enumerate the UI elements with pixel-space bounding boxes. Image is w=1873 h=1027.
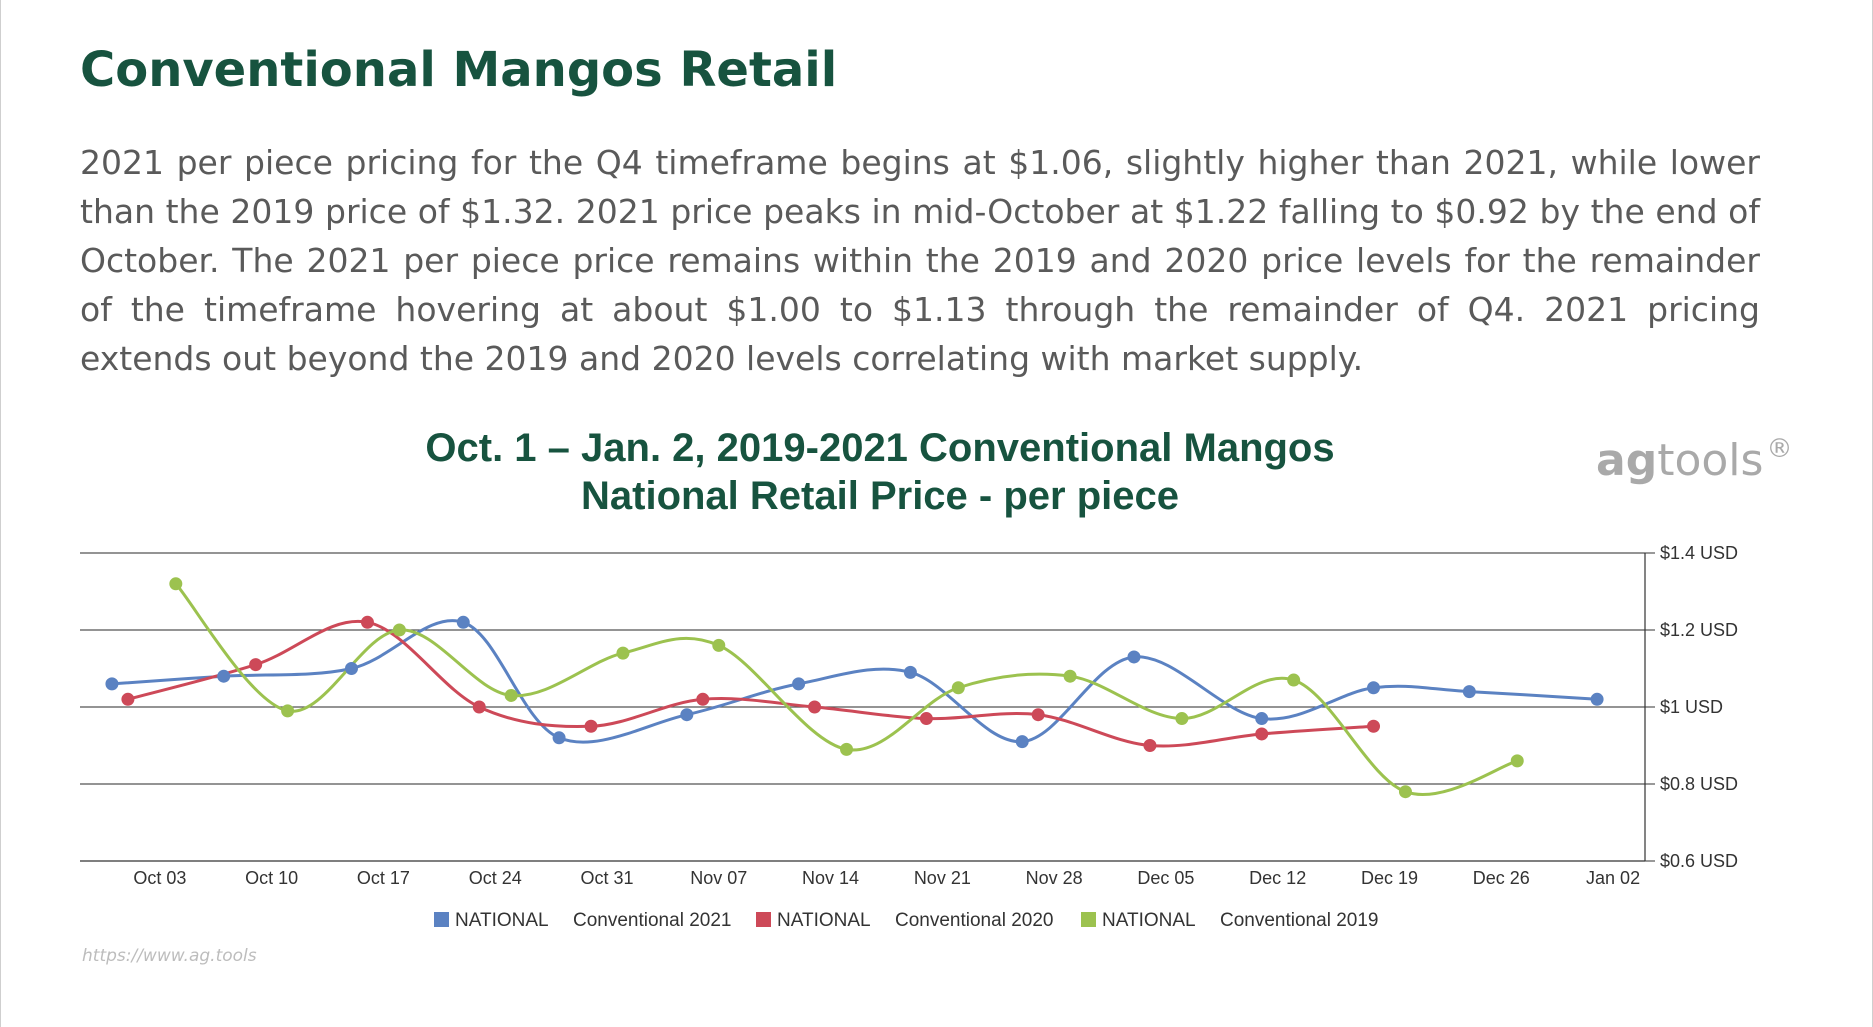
x-tick-label: Oct 31	[580, 868, 633, 888]
summary-paragraph: 2021 per piece pricing for the Q4 timefr…	[80, 143, 1760, 378]
page-title: Conventional Mangos Retail	[80, 42, 838, 98]
x-tick-label: Dec 12	[1249, 868, 1306, 888]
data-point[interactable]	[1031, 708, 1045, 722]
data-point[interactable]	[1063, 669, 1077, 683]
data-point[interactable]	[1287, 673, 1301, 687]
chart-title-line-1: Oct. 1 – Jan. 2, 2019-2021 Conventional …	[425, 426, 1335, 470]
data-point[interactable]	[1255, 712, 1269, 726]
chart-legend: NATIONAL Conventional 2021 NATIONAL Convent…	[434, 910, 1378, 931]
x-tick-label: Nov 14	[802, 868, 859, 888]
data-point[interactable]	[1255, 727, 1269, 741]
data-point[interactable]	[712, 638, 726, 652]
data-point[interactable]	[840, 742, 854, 756]
data-point[interactable]	[1367, 681, 1381, 695]
data-point[interactable]	[696, 692, 710, 706]
y-tick-label: $1 USD	[1660, 697, 1723, 717]
data-point[interactable]	[951, 681, 965, 695]
data-point[interactable]	[504, 688, 518, 702]
legend-sublabel[interactable]: Conventional 2020	[895, 910, 1053, 931]
data-point[interactable]	[903, 665, 917, 679]
x-tick-label: Nov 07	[690, 868, 747, 888]
series-line-1	[111, 619, 1598, 744]
legend-sublabel[interactable]: Conventional 2021	[573, 910, 731, 931]
legend-label[interactable]: NATIONAL	[455, 910, 549, 931]
series-line-2	[127, 619, 1374, 748]
data-point[interactable]	[1462, 685, 1476, 699]
legend-sublabel[interactable]: Conventional 2019	[1220, 910, 1378, 931]
data-point[interactable]	[169, 577, 183, 591]
x-tick-label: Oct 03	[133, 868, 186, 888]
data-point[interactable]	[1590, 692, 1604, 706]
legend-swatch[interactable]	[756, 912, 771, 927]
legend-swatch[interactable]	[1081, 912, 1096, 927]
x-tick-label: Dec 05	[1137, 868, 1194, 888]
data-point[interactable]	[1143, 739, 1157, 752]
data-point[interactable]	[217, 669, 231, 683]
data-point[interactable]	[392, 623, 406, 637]
data-point[interactable]	[808, 700, 822, 714]
y-tick-label: $0.6 USD	[1660, 851, 1738, 871]
x-tick-label: Oct 17	[357, 868, 410, 888]
x-tick-label: Nov 28	[1026, 868, 1083, 888]
chart-title: Oct. 1 – Jan. 2, 2019-2021 Conventional …	[300, 424, 1460, 520]
data-point[interactable]	[472, 700, 486, 714]
data-point[interactable]	[792, 677, 806, 691]
data-point[interactable]	[1510, 754, 1524, 768]
data-point[interactable]	[1015, 735, 1029, 749]
data-point[interactable]	[1127, 650, 1141, 664]
x-tick-label: Dec 26	[1473, 868, 1530, 888]
chart-series-points	[105, 577, 1604, 799]
x-tick-label: Oct 10	[245, 868, 298, 888]
data-point[interactable]	[584, 719, 598, 733]
data-point[interactable]	[1175, 712, 1189, 726]
x-tick-label: Dec 19	[1361, 868, 1418, 888]
data-point[interactable]	[344, 662, 358, 675]
y-tick-label: $0.8 USD	[1660, 774, 1738, 794]
agtools-logo: agtools ®	[1596, 434, 1793, 486]
x-tick-label: Oct 24	[469, 868, 522, 888]
y-tick-label: $1.2 USD	[1660, 620, 1738, 640]
chart-axes: $1.4 USD $1.2 USD $1 USD $0.8 USD $0.6 USD Oc…	[133, 543, 1738, 888]
line-chart: $1.4 USD $1.2 USD $1 USD $0.8 USD $0.6 USD Oc…	[80, 543, 1738, 931]
data-point[interactable]	[919, 712, 933, 726]
data-point[interactable]	[360, 615, 374, 629]
x-tick-label: Jan 02	[1586, 868, 1640, 888]
legend-swatch[interactable]	[434, 912, 449, 927]
legend-label[interactable]: NATIONAL	[1102, 910, 1196, 931]
data-point[interactable]	[456, 615, 470, 629]
page-left-border	[0, 0, 1, 1027]
y-tick-label: $1.4 USD	[1660, 543, 1738, 563]
series-line-3	[174, 582, 1518, 796]
data-point[interactable]	[281, 704, 295, 718]
chart-gridlines	[80, 552, 1645, 862]
data-point[interactable]	[616, 646, 630, 660]
legend-label[interactable]: NATIONAL	[777, 910, 871, 931]
x-tick-label: Nov 21	[914, 868, 971, 888]
data-point[interactable]	[680, 708, 694, 722]
data-point[interactable]	[105, 677, 119, 691]
data-point[interactable]	[552, 731, 566, 745]
data-point[interactable]	[249, 658, 263, 672]
data-point[interactable]	[1367, 719, 1381, 733]
source-url: https://www.ag.tools	[82, 946, 257, 966]
data-point[interactable]	[1398, 785, 1412, 799]
data-point[interactable]	[121, 692, 135, 706]
chart-title-line-2: National Retail Price - per piece	[581, 474, 1179, 518]
